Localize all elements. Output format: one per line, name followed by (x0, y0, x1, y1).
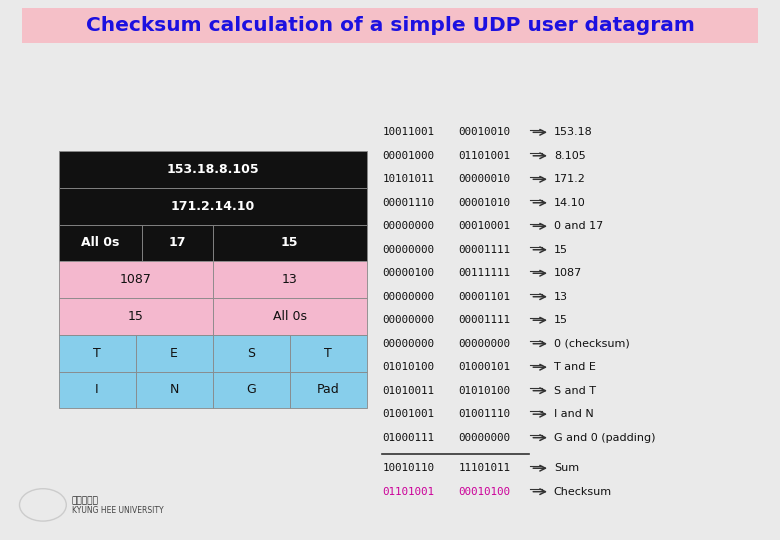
Text: 01001001: 01001001 (382, 409, 434, 419)
Bar (58, 372, 136, 408)
Text: 01001110: 01001110 (459, 409, 511, 419)
Text: 171.2.14.10: 171.2.14.10 (170, 200, 255, 213)
Text: 15: 15 (281, 237, 298, 249)
Text: 01101001: 01101001 (382, 487, 434, 497)
Text: 10010110: 10010110 (382, 463, 434, 473)
Text: 11101011: 11101011 (459, 463, 511, 473)
Text: I and N: I and N (554, 409, 594, 419)
Bar (289, 335, 367, 372)
Text: 00000000: 00000000 (382, 339, 434, 349)
Text: T and E: T and E (554, 362, 596, 372)
Text: Sum: Sum (554, 463, 579, 473)
Text: 13: 13 (554, 292, 568, 302)
Text: T: T (93, 347, 101, 360)
Text: 00000010: 00000010 (459, 174, 511, 184)
Text: 00000000: 00000000 (382, 221, 434, 231)
Bar (58, 298, 212, 335)
Text: T: T (324, 347, 332, 360)
Text: 10011001: 10011001 (382, 127, 434, 137)
Bar (289, 372, 367, 408)
Text: Checksum calculation of a simple UDP user datagram: Checksum calculation of a simple UDP use… (86, 16, 694, 35)
Text: G: G (246, 383, 256, 396)
Text: 00000100: 00000100 (382, 268, 434, 278)
Text: 10101011: 10101011 (382, 174, 434, 184)
Text: 0 (checksum): 0 (checksum) (554, 339, 629, 349)
Bar (22, 8, 758, 43)
Text: 00000000: 00000000 (459, 433, 511, 443)
Text: 01010100: 01010100 (459, 386, 511, 396)
Text: 00001101: 00001101 (459, 292, 511, 302)
Text: 00000000: 00000000 (382, 315, 434, 325)
Text: 01000101: 01000101 (459, 362, 511, 372)
Bar (58, 261, 212, 298)
Bar (136, 335, 212, 372)
Bar (58, 335, 136, 372)
Text: 15: 15 (554, 315, 568, 325)
Text: 00111111: 00111111 (459, 268, 511, 278)
Text: S: S (247, 347, 255, 360)
Text: 153.18: 153.18 (554, 127, 593, 137)
Text: 00000000: 00000000 (382, 292, 434, 302)
Text: 00000000: 00000000 (459, 339, 511, 349)
Text: G and 0 (padding): G and 0 (padding) (554, 433, 655, 443)
Text: 153.18.8.105: 153.18.8.105 (166, 163, 259, 176)
Text: 1087: 1087 (119, 273, 151, 286)
Text: S and T: S and T (554, 386, 596, 396)
Text: 경희대학교: 경희대학교 (72, 497, 98, 505)
Text: Pad: Pad (317, 383, 339, 396)
Text: 0 and 17: 0 and 17 (554, 221, 603, 231)
Bar (58, 188, 367, 225)
Text: 01101001: 01101001 (459, 151, 511, 161)
Text: Checksum: Checksum (554, 487, 612, 497)
Text: 13: 13 (282, 273, 297, 286)
Bar (212, 261, 367, 298)
Text: 171.2: 171.2 (554, 174, 586, 184)
Text: KYUNG HEE UNIVERSITY: KYUNG HEE UNIVERSITY (72, 506, 163, 515)
Text: 00010010: 00010010 (459, 127, 511, 137)
Text: 00001110: 00001110 (382, 198, 434, 208)
Text: 00001111: 00001111 (459, 315, 511, 325)
Text: 00010100: 00010100 (459, 487, 511, 497)
Text: 01010011: 01010011 (382, 386, 434, 396)
Bar (142, 225, 212, 261)
Text: 8.105: 8.105 (554, 151, 586, 161)
Bar (212, 372, 289, 408)
Text: 15: 15 (128, 310, 144, 323)
Text: 00010001: 00010001 (459, 221, 511, 231)
Text: 00000000: 00000000 (382, 245, 434, 255)
Text: 17: 17 (168, 237, 186, 249)
Text: 14.10: 14.10 (554, 198, 586, 208)
Bar (212, 225, 367, 261)
Text: 01010100: 01010100 (382, 362, 434, 372)
Bar (212, 298, 367, 335)
Text: 01000111: 01000111 (382, 433, 434, 443)
Text: 00001010: 00001010 (459, 198, 511, 208)
Text: 00001111: 00001111 (459, 245, 511, 255)
Text: N: N (169, 383, 179, 396)
Text: 15: 15 (554, 245, 568, 255)
Bar (58, 151, 367, 188)
Text: 1087: 1087 (554, 268, 582, 278)
Text: All 0s: All 0s (81, 237, 119, 249)
Text: I: I (95, 383, 99, 396)
Text: 00001000: 00001000 (382, 151, 434, 161)
Bar (136, 372, 212, 408)
Bar (212, 335, 289, 372)
Text: All 0s: All 0s (272, 310, 307, 323)
Bar (58, 225, 142, 261)
Text: E: E (170, 347, 178, 360)
